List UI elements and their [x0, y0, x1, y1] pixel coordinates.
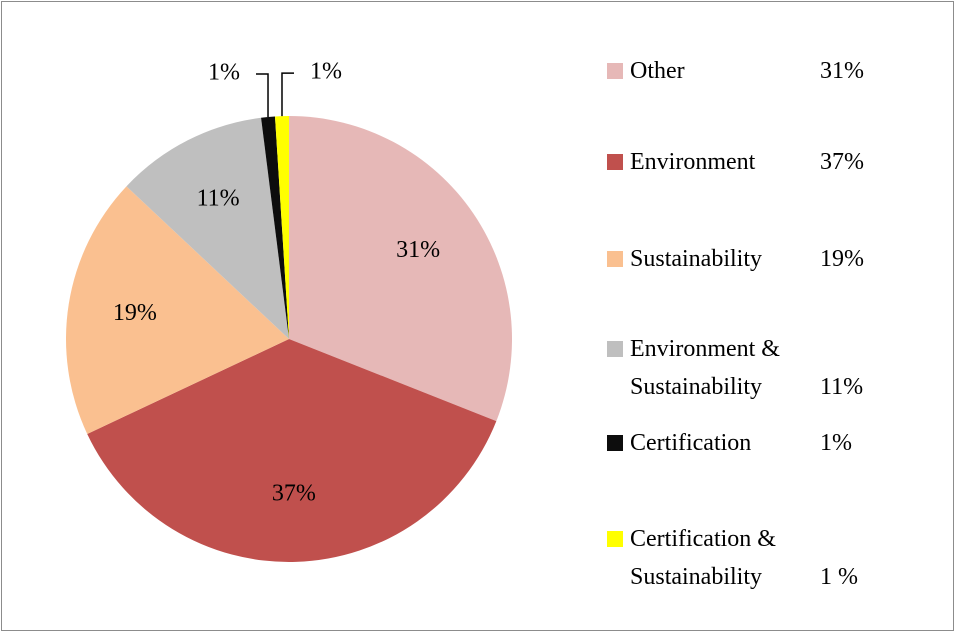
data-label: 19%	[113, 300, 157, 326]
legend-value: 1 %	[820, 564, 858, 590]
legend-swatch	[607, 341, 623, 357]
legend-entry: Environment & Sustainability 11%	[607, 330, 863, 406]
pie-slice	[87, 339, 497, 562]
pie-slice	[65, 186, 289, 434]
pie-slice	[289, 116, 512, 422]
legend-entry: Other 31%	[607, 52, 864, 90]
legend-swatch	[607, 154, 623, 170]
legend-value: 1%	[820, 430, 852, 456]
pie-slice	[261, 116, 289, 340]
data-label: 31%	[396, 237, 440, 263]
legend-name: Other	[630, 58, 685, 84]
legend-value: 19%	[820, 246, 864, 272]
pie-slice	[126, 117, 289, 339]
legend-value: 11%	[820, 374, 864, 400]
data-label: 11%	[197, 185, 240, 211]
data-label: 1%	[310, 59, 342, 85]
legend-swatch	[607, 531, 623, 547]
legend-name: Sustainability	[630, 246, 762, 272]
legend-entry: Certification 1%	[607, 424, 852, 462]
pie-slice	[274, 116, 289, 339]
legend-entry: Sustainability 19%	[607, 240, 864, 278]
legend-swatch	[607, 63, 623, 79]
legend-swatch	[607, 435, 623, 451]
legend-entry: Certification & Sustainability 1 %	[607, 520, 858, 596]
leader-line	[281, 72, 294, 117]
leader-line	[256, 73, 269, 117]
legend-swatch	[607, 251, 623, 267]
data-label: 1%	[208, 59, 240, 85]
data-label: 37%	[272, 481, 316, 507]
legend-name: Certification & Sustainability	[630, 526, 776, 590]
legend-name: Certification	[630, 430, 752, 456]
legend-value: 31%	[820, 58, 864, 84]
legend-name: Environment & Sustainability	[630, 336, 780, 400]
legend-name: Environment	[630, 149, 756, 175]
legend-value: 37%	[820, 149, 864, 175]
legend-entry: Environment 37%	[607, 143, 864, 181]
